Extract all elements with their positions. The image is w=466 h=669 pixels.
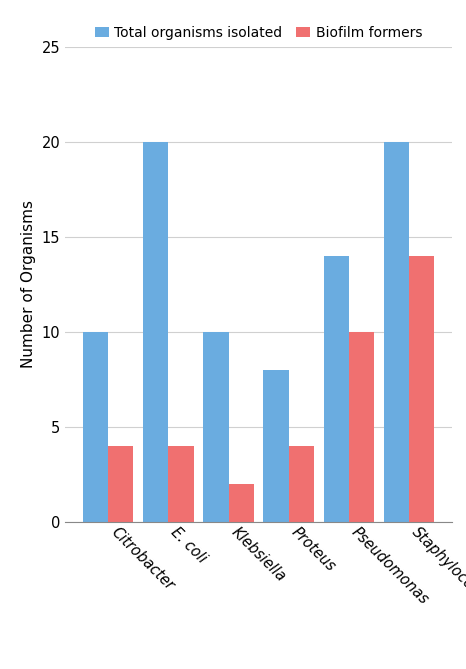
Y-axis label: Number of Organisms: Number of Organisms	[21, 200, 36, 369]
Bar	[168, 446, 193, 522]
Bar	[108, 446, 133, 522]
Bar	[143, 142, 168, 522]
Bar	[289, 446, 314, 522]
Bar	[263, 370, 289, 522]
Bar	[203, 332, 228, 522]
Bar	[324, 256, 349, 522]
Bar	[349, 332, 374, 522]
Legend: Total organisms isolated, Biofilm formers: Total organisms isolated, Biofilm former…	[89, 21, 428, 45]
Bar	[409, 256, 434, 522]
Bar	[384, 142, 409, 522]
Bar	[83, 332, 108, 522]
Bar	[228, 484, 254, 522]
